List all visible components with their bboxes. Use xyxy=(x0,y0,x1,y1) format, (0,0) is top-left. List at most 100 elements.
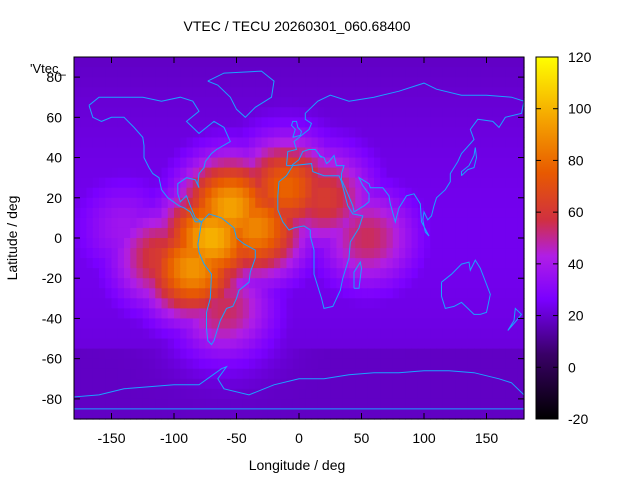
heatmap-cell xyxy=(317,328,325,340)
heatmap-cell xyxy=(467,57,475,68)
heatmap-cell xyxy=(230,177,238,189)
heatmap-cell xyxy=(474,248,481,259)
heatmap-cell xyxy=(455,207,463,219)
heatmap-cell xyxy=(342,117,350,128)
heatmap-cell xyxy=(342,368,350,380)
heatmap-cell xyxy=(267,328,275,340)
heatmap-cell xyxy=(486,187,494,199)
heatmap-cell xyxy=(267,318,275,330)
heatmap-cell xyxy=(274,207,281,219)
heatmap-cell xyxy=(161,87,169,98)
heatmap-cell xyxy=(142,318,150,330)
heatmap-cell xyxy=(355,117,363,128)
heatmap-cell xyxy=(211,348,219,360)
heatmap-cell xyxy=(299,207,306,219)
heatmap-cell xyxy=(224,57,231,68)
heatmap-cell xyxy=(261,298,269,309)
heatmap-cell xyxy=(292,318,300,330)
heatmap-cell xyxy=(255,288,263,299)
heatmap-cell xyxy=(117,217,125,229)
heatmap-cell xyxy=(474,238,481,249)
heatmap-cell xyxy=(424,177,431,189)
heatmap-cell xyxy=(286,227,294,239)
heatmap-cell xyxy=(361,167,369,179)
heatmap-cell xyxy=(280,258,288,269)
y-tick-label: 80 xyxy=(46,69,62,85)
heatmap-cell xyxy=(274,227,281,239)
heatmap-cell xyxy=(417,378,425,390)
heatmap-cell xyxy=(517,348,525,360)
heatmap-cell xyxy=(92,77,100,88)
heatmap-cell xyxy=(192,348,200,360)
heatmap-cell xyxy=(136,288,144,299)
heatmap-cell xyxy=(167,67,175,78)
heatmap-cell xyxy=(261,167,269,179)
heatmap-cell xyxy=(499,77,506,88)
heatmap-cell xyxy=(517,97,525,108)
heatmap-cell xyxy=(474,358,481,370)
heatmap-cell xyxy=(430,258,438,269)
heatmap-cell xyxy=(174,398,181,410)
heatmap-cell xyxy=(442,217,450,229)
heatmap-cell xyxy=(174,318,181,330)
heatmap-cell xyxy=(486,348,494,360)
heatmap-cell xyxy=(217,187,225,199)
coastline-japan xyxy=(461,147,478,177)
heatmap-cell xyxy=(136,398,144,410)
heatmap-cell xyxy=(424,167,431,179)
heatmap-cell xyxy=(355,107,363,118)
heatmap-cell xyxy=(186,107,194,118)
heatmap-cell xyxy=(492,338,500,350)
heatmap-cell xyxy=(324,238,331,249)
heatmap-cell xyxy=(192,358,200,370)
heatmap-cell xyxy=(374,318,381,330)
heatmap-cell xyxy=(367,197,375,209)
heatmap-cell xyxy=(442,77,450,88)
heatmap-cell xyxy=(124,238,131,249)
heatmap-cell xyxy=(274,258,281,269)
heatmap-cell xyxy=(424,147,431,159)
heatmap-cell xyxy=(411,77,419,88)
heatmap-cell xyxy=(336,348,344,360)
heatmap-cell xyxy=(255,167,263,179)
heatmap-cell xyxy=(392,388,400,400)
heatmap-cell xyxy=(161,238,169,249)
heatmap-cell xyxy=(261,308,269,320)
heatmap-cell xyxy=(255,358,263,370)
heatmap-cell xyxy=(461,318,469,330)
heatmap-cell xyxy=(324,308,331,320)
heatmap-cell xyxy=(86,388,94,400)
heatmap-cell xyxy=(461,207,469,219)
heatmap-cell xyxy=(442,328,450,340)
heatmap-cell xyxy=(505,57,513,68)
heatmap-cell xyxy=(480,187,488,199)
heatmap-cell xyxy=(124,57,131,68)
heatmap-cell xyxy=(505,328,513,340)
heatmap-cell xyxy=(211,258,219,269)
heatmap-cell xyxy=(86,77,94,88)
heatmap-cell xyxy=(330,57,338,68)
heatmap-cell xyxy=(417,117,425,128)
heatmap-cell xyxy=(511,147,519,159)
heatmap-cell xyxy=(461,348,469,360)
heatmap-cell xyxy=(399,278,406,289)
heatmap-cell xyxy=(217,157,225,169)
heatmap-cell xyxy=(399,258,406,269)
heatmap-cell xyxy=(492,298,500,309)
heatmap-cell xyxy=(286,318,294,330)
heatmap-cell xyxy=(305,87,313,98)
heatmap-cell xyxy=(474,117,481,128)
heatmap-cell xyxy=(392,147,400,159)
heatmap-cell xyxy=(486,398,494,410)
heatmap-cell xyxy=(192,238,200,249)
heatmap-cell xyxy=(436,358,444,370)
heatmap-cell xyxy=(324,147,331,159)
heatmap-cell xyxy=(336,227,344,239)
heatmap-cell xyxy=(167,57,175,68)
heatmap-cell xyxy=(361,358,369,370)
heatmap-cell xyxy=(361,197,369,209)
heatmap-cell xyxy=(286,127,294,139)
heatmap-cell xyxy=(242,288,250,299)
heatmap-cell xyxy=(286,308,294,320)
heatmap-cell xyxy=(149,328,156,340)
